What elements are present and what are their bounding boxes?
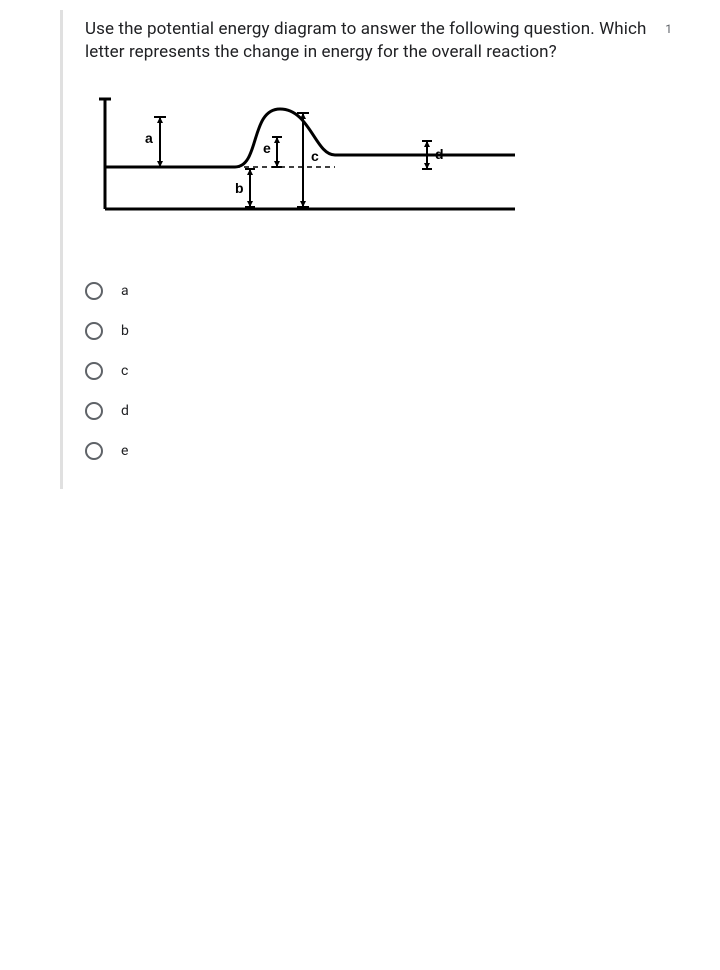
option-e[interactable]: e — [85, 431, 672, 471]
option-label: e — [121, 443, 128, 459]
radio-icon[interactable] — [85, 442, 103, 460]
options-group: a b c d e — [85, 271, 672, 471]
option-c[interactable]: c — [85, 351, 672, 391]
question-text: Use the potential energy diagram to answ… — [85, 18, 651, 65]
option-b[interactable]: b — [85, 311, 672, 351]
svg-text:e: e — [263, 140, 271, 156]
option-d[interactable]: d — [85, 391, 672, 431]
radio-icon[interactable] — [85, 282, 103, 300]
question-card: Use the potential energy diagram to answ… — [60, 10, 690, 489]
option-label: c — [121, 363, 128, 379]
radio-icon[interactable] — [85, 322, 103, 340]
question-points: 1 — [665, 22, 672, 36]
option-a[interactable]: a — [85, 271, 672, 311]
radio-icon[interactable] — [85, 402, 103, 420]
energy-diagram: a e c b d — [85, 89, 672, 243]
option-label: a — [121, 283, 129, 299]
option-label: b — [121, 323, 129, 339]
potential-energy-diagram-svg: a e c b d — [85, 89, 525, 239]
option-label: d — [121, 403, 129, 419]
svg-text:d: d — [435, 146, 444, 162]
question-row: Use the potential energy diagram to answ… — [85, 18, 672, 65]
svg-text:b: b — [235, 180, 244, 196]
svg-text:c: c — [311, 148, 319, 164]
radio-icon[interactable] — [85, 362, 103, 380]
svg-text:a: a — [145, 130, 153, 146]
